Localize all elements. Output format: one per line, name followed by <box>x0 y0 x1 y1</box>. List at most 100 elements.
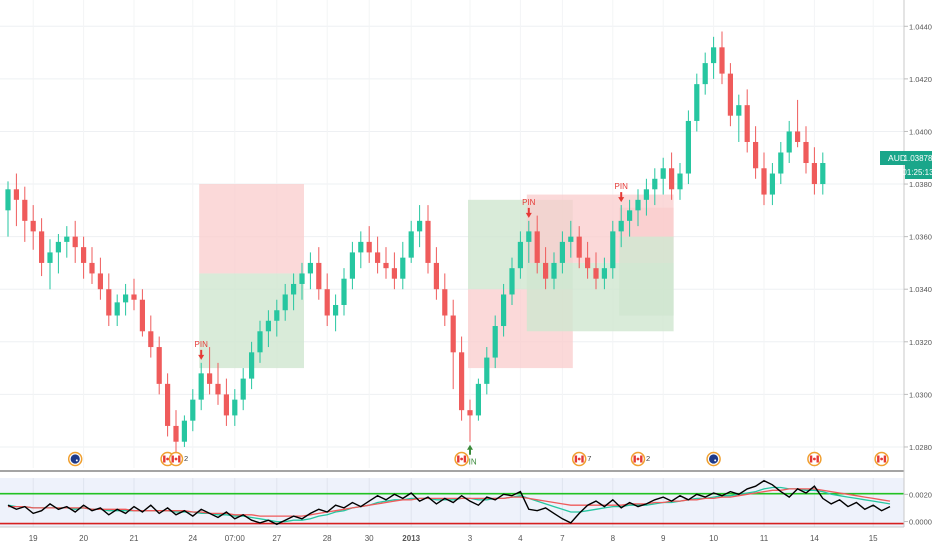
time-tick-label: 15 <box>869 534 878 543</box>
osc-tick-label: 0.0020 <box>909 490 932 499</box>
bearish-candle <box>576 236 582 258</box>
last-price-label: 1.03878 <box>904 154 932 163</box>
bullish-candle <box>820 163 826 185</box>
canada-flag-band <box>463 455 467 463</box>
bullish-candle <box>265 320 271 332</box>
bullish-candle <box>257 331 263 353</box>
canada-flag-band <box>883 455 887 463</box>
price-tick-label: 1.04400 <box>909 22 932 31</box>
bearish-candle <box>375 252 381 263</box>
pin-down-arrow-icon <box>198 349 205 360</box>
bullish-candle <box>408 231 414 258</box>
canada-flag-band <box>171 455 174 463</box>
australia-flag-star <box>75 459 78 462</box>
price-tick-label: 1.03000 <box>909 390 932 399</box>
last-price-tag: 1.03878 01:25:13 <box>902 151 932 179</box>
pin-down-arrow-icon <box>618 192 625 203</box>
canada-flag-band <box>633 455 636 463</box>
bearish-candle <box>106 289 112 316</box>
bullish-candle <box>643 189 649 200</box>
bearish-candle <box>366 241 372 253</box>
bullish-candle <box>677 173 683 190</box>
bullish-candle <box>64 236 70 242</box>
canada-flag-leaf <box>636 457 640 461</box>
time-tick-label: 20 <box>79 534 88 543</box>
stop-loss-zone <box>199 184 304 274</box>
time-tick-label: 11 <box>760 534 769 543</box>
oscillator-grid <box>32 478 874 527</box>
time-tick-label: 3 <box>468 534 473 543</box>
bearish-candle <box>585 257 591 269</box>
price-axis[interactable]: 1.04400 1.04200 1.04000 1.03800 1.03600 1.034… <box>904 22 932 452</box>
bearish-candle <box>89 262 95 274</box>
bullish-candle <box>47 252 53 263</box>
event-count-label: 2 <box>184 454 188 463</box>
bullish-candle <box>517 241 523 269</box>
time-tick-label: 07:00 <box>225 534 246 543</box>
time-tick-label: 10 <box>709 534 718 543</box>
bullish-candle <box>114 302 120 316</box>
time-tick-label: 24 <box>188 534 197 543</box>
bearish-candle <box>223 394 229 416</box>
bullish-candle <box>660 168 666 179</box>
bullish-candle <box>282 294 288 311</box>
bullish-candle <box>492 326 498 358</box>
bullish-candle <box>333 304 339 316</box>
canada-flag-band <box>178 455 181 463</box>
bullish-candle <box>652 178 658 190</box>
bullish-candle <box>291 283 297 295</box>
time-tick-label: 30 <box>365 534 374 543</box>
bearish-candle <box>39 231 45 263</box>
economic-event-markers[interactable]: 5272 <box>67 451 889 467</box>
bearish-candle <box>543 262 549 279</box>
bearish-candle <box>719 47 725 74</box>
bearish-candle <box>215 383 221 395</box>
pin-label: PIN <box>195 340 209 349</box>
bearish-candle <box>727 73 733 116</box>
bearish-candle <box>165 383 171 426</box>
time-tick-label: 7 <box>560 534 565 543</box>
bullish-candle <box>475 383 481 416</box>
bullish-candle <box>694 84 700 121</box>
bullish-candle <box>5 189 11 211</box>
bearish-candle <box>433 262 439 290</box>
bearish-candle <box>22 199 28 221</box>
bullish-candle <box>358 241 364 253</box>
bullish-candle <box>240 378 246 400</box>
canada-flag-leaf <box>880 457 883 461</box>
bearish-candle <box>450 315 456 353</box>
australia-flag-field <box>709 454 719 464</box>
take-profit-zone <box>619 236 674 316</box>
time-axis[interactable]: 19 20 21 24 07:00 27 28 30 2013 3 4 7 8 9 10 11 14 15 <box>29 534 878 543</box>
osc-tick-label: 0.0000 <box>909 518 932 527</box>
time-tick-label: 8 <box>611 534 616 543</box>
australia-flag-star <box>714 459 717 462</box>
price-tick-label: 1.04000 <box>909 127 932 136</box>
bearish-candle <box>753 141 759 169</box>
bullish-candle <box>627 210 633 221</box>
oscillator-lines <box>7 479 891 526</box>
bullish-candle <box>198 373 204 400</box>
pin-label: PIN <box>522 198 536 207</box>
bullish-candle <box>55 241 61 253</box>
bullish-candle <box>299 273 305 284</box>
bullish-candle <box>417 220 423 232</box>
price-tick-label: 1.03200 <box>909 338 932 347</box>
bearish-candle <box>761 168 767 195</box>
oscillator-axis[interactable]: 0.0020 0.0000 <box>904 490 932 527</box>
canada-flag-band <box>581 455 584 463</box>
bullish-candle <box>702 63 708 85</box>
bullish-candle <box>509 268 515 295</box>
bullish-candle <box>274 310 280 321</box>
bearish-candle <box>156 347 162 384</box>
pin-up-arrow-icon <box>467 444 473 455</box>
bullish-candle <box>349 252 355 279</box>
bullish-candle <box>610 231 616 269</box>
bearish-candle <box>324 289 330 316</box>
bullish-candle <box>769 173 775 195</box>
canada-flag-band <box>574 455 578 463</box>
price-tick-label: 1.03600 <box>909 233 932 242</box>
